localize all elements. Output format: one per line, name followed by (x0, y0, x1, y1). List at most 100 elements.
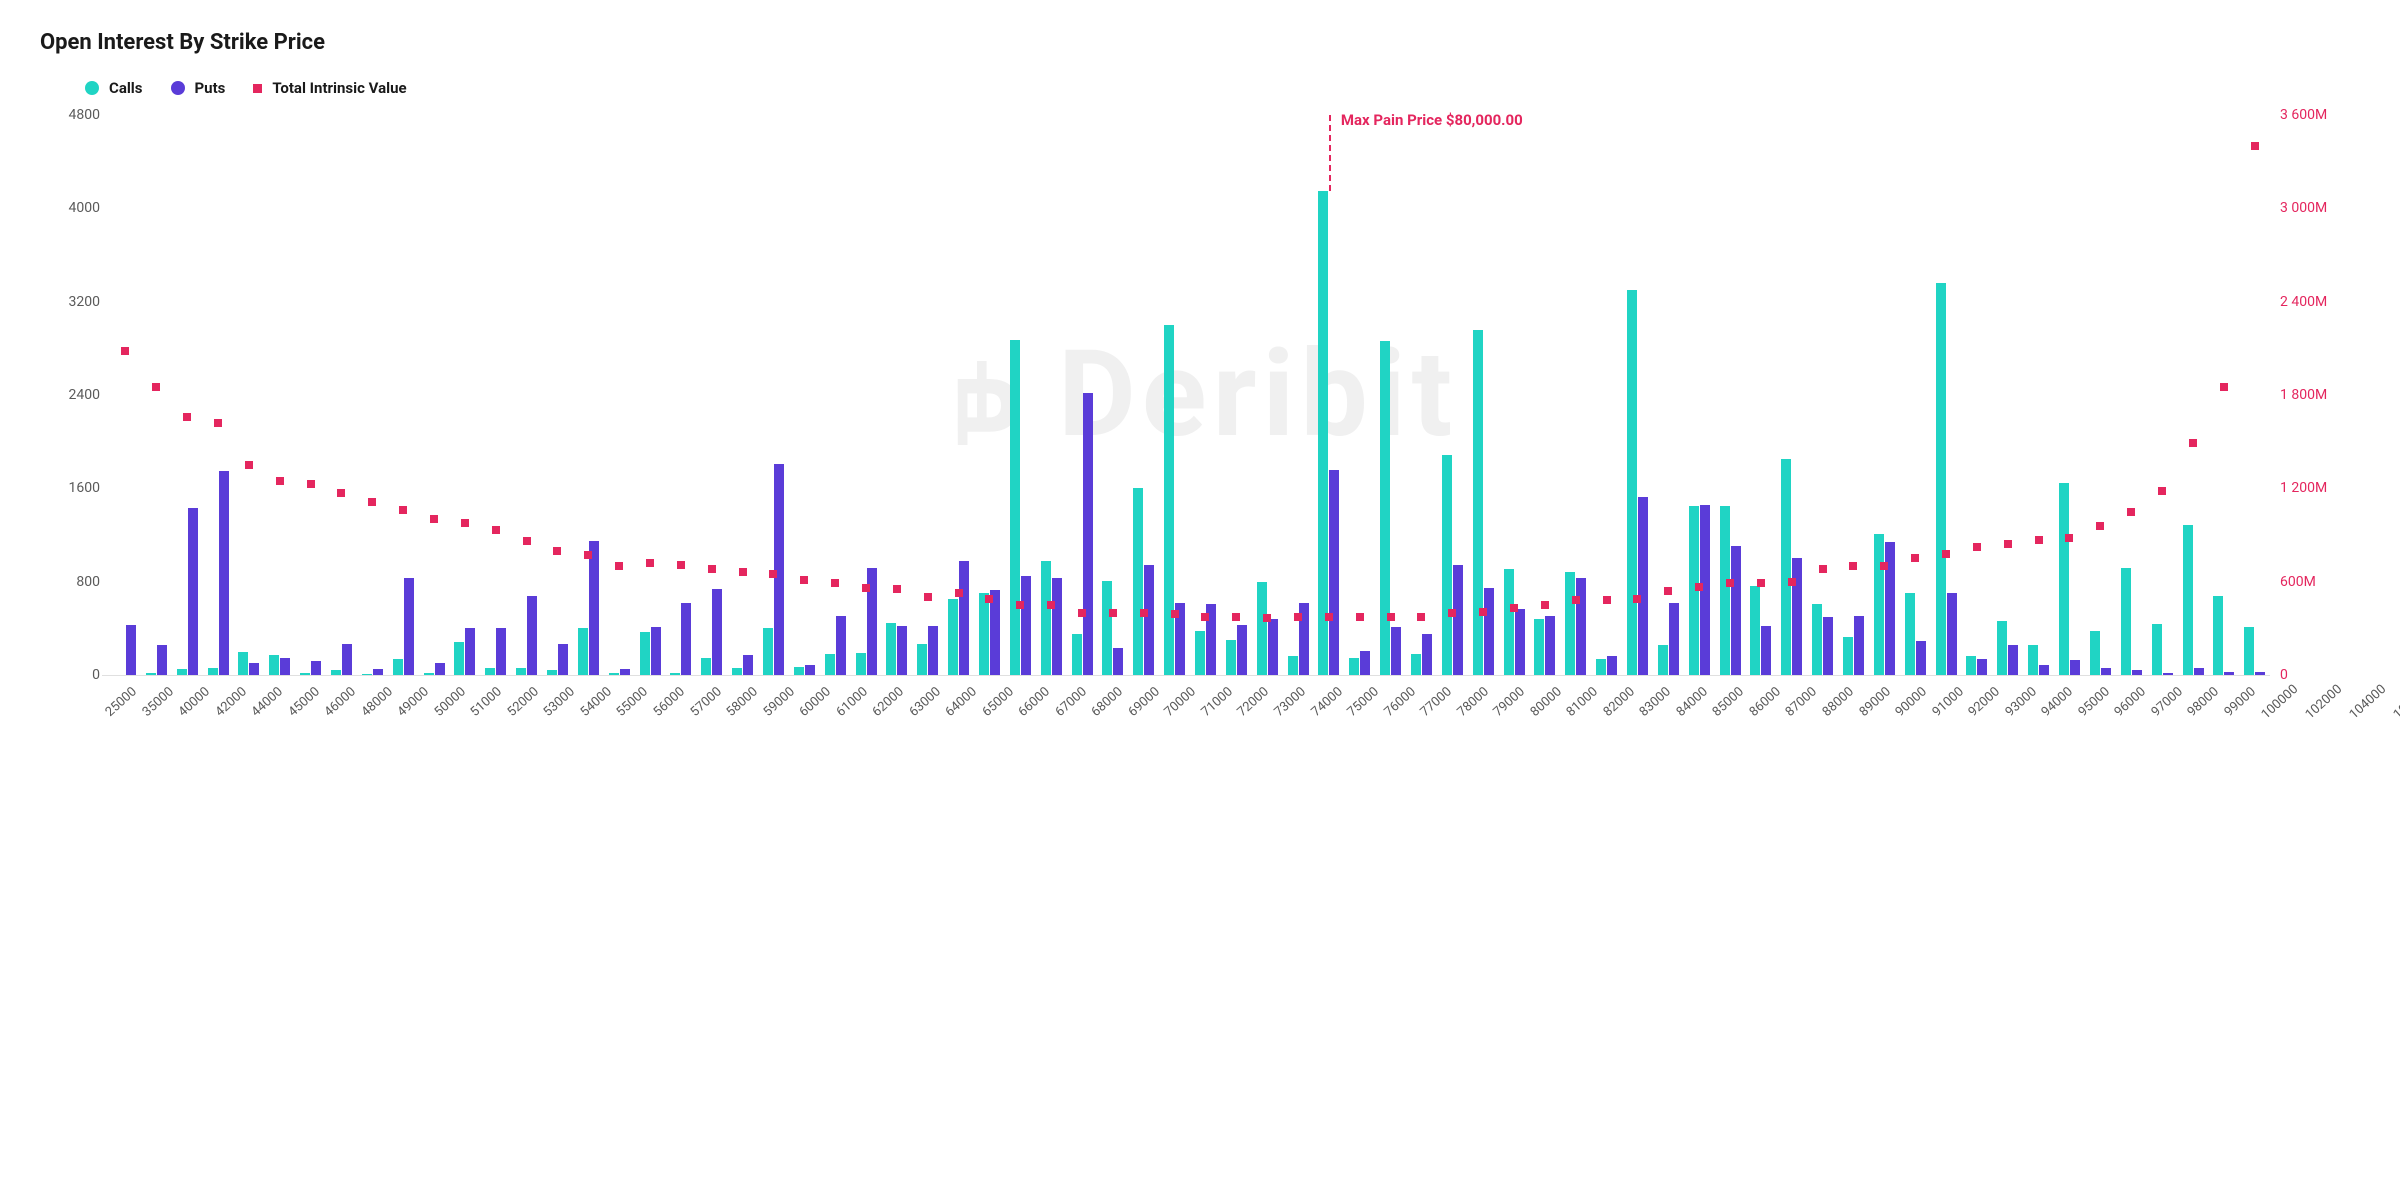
x-tick: 72000 (1235, 684, 1272, 720)
tiv-dot (214, 419, 222, 427)
max-pain-line (1329, 115, 1331, 191)
tiv-dot (307, 480, 315, 488)
x-tick: 87000 (1783, 684, 1820, 720)
x-tick: 61000 (833, 684, 870, 720)
tiv-dot (553, 547, 561, 555)
x-tick: 97000 (2148, 684, 2185, 720)
x-tick: 99000 (2221, 684, 2258, 720)
x-tick: 49000 (395, 684, 432, 720)
chart-title: Open Interest By Strike Price (40, 30, 2360, 55)
x-tick: 86000 (1747, 684, 1784, 720)
x-tick: 92000 (1966, 684, 2003, 720)
tiv-dot (2004, 540, 2012, 548)
legend: Calls Puts Total Intrinsic Value (85, 79, 2360, 97)
legend-item-calls: Calls (85, 79, 143, 97)
tiv-dot (1695, 583, 1703, 591)
gridline (102, 675, 2270, 676)
tiv-dot (739, 568, 747, 576)
tiv-dot (1819, 565, 1827, 573)
x-tick: 35000 (139, 684, 176, 720)
tiv-dot (1541, 601, 1549, 609)
max-pain-label: Max Pain Price $80,000.00 (1341, 111, 1523, 129)
tiv-dot (1973, 543, 1981, 551)
tiv-dot (1232, 613, 1240, 621)
x-tick: 67000 (1052, 684, 1089, 720)
x-tick: 44000 (249, 684, 286, 720)
x-tick: 76000 (1381, 684, 1418, 720)
x-tick: 83000 (1637, 684, 1674, 720)
x-tick: 94000 (2039, 684, 2076, 720)
tiv-dot (955, 589, 963, 597)
x-tick: 52000 (504, 684, 541, 720)
x-tick: 74000 (1308, 684, 1345, 720)
y-axis-left: 080016002400320040004800 (40, 115, 100, 675)
tiv-dot (1603, 596, 1611, 604)
tiv-dot (708, 565, 716, 573)
tiv-dot (2065, 534, 2073, 542)
x-tick: 78000 (1454, 684, 1491, 720)
x-tick: 42000 (212, 684, 249, 720)
x-tick: 82000 (1600, 684, 1637, 720)
x-tick: 100000 (2259, 682, 2302, 722)
tiv-dot (1078, 609, 1086, 617)
tiv-dot (276, 477, 284, 485)
tiv-dot (1572, 596, 1580, 604)
y-right-tick: 3 600M (2280, 107, 2360, 123)
x-tick: 69000 (1126, 684, 1163, 720)
x-tick: 59000 (760, 684, 797, 720)
y-right-tick: 600M (2280, 574, 2360, 590)
tiv-dot (1880, 562, 1888, 570)
y-right-tick: 1 800M (2280, 387, 2360, 403)
tiv-dot (1633, 595, 1641, 603)
x-tick: 58000 (724, 684, 761, 720)
x-tick: 50000 (431, 684, 468, 720)
tiv-dot (615, 562, 623, 570)
x-tick: 73000 (1272, 684, 1309, 720)
x-tick: 84000 (1673, 684, 1710, 720)
tiv-dot (430, 515, 438, 523)
x-tick: 104000 (2347, 682, 2390, 722)
y-right-tick: 3 000M (2280, 200, 2360, 216)
tiv-dot (337, 489, 345, 497)
x-tick: 91000 (1929, 684, 1966, 720)
tiv-dot (2035, 536, 2043, 544)
plot-area: 2500035000400004200044000450004600048000… (110, 115, 2270, 675)
legend-marker-calls (85, 81, 99, 95)
x-axis: 2500035000400004200044000450004600048000… (110, 683, 2270, 698)
x-tick: 46000 (322, 684, 359, 720)
x-tick: 57000 (687, 684, 724, 720)
x-tick: 62000 (870, 684, 907, 720)
x-tick: 96000 (2112, 684, 2149, 720)
tiv-dot (924, 593, 932, 601)
tiv-dot (2158, 487, 2166, 495)
y-left-tick: 4000 (40, 200, 100, 216)
x-tick: 81000 (1564, 684, 1601, 720)
legend-label-calls: Calls (109, 79, 143, 97)
tiv-dot (1047, 601, 1055, 609)
x-tick: 102000 (2303, 682, 2346, 722)
x-tick: 66000 (1016, 684, 1053, 720)
tiv-dot (492, 526, 500, 534)
x-tick: 65000 (979, 684, 1016, 720)
tiv-dot (1325, 613, 1333, 621)
x-tick: 89000 (1856, 684, 1893, 720)
y-left-tick: 800 (40, 574, 100, 590)
tiv-dot (1417, 613, 1425, 621)
x-tick: 80000 (1527, 684, 1564, 720)
legend-item-puts: Puts (171, 79, 226, 97)
legend-marker-puts (171, 81, 185, 95)
tiv-dot (2189, 439, 2197, 447)
y-right-tick: 0 (2280, 667, 2360, 683)
y-left-tick: 4800 (40, 107, 100, 123)
tiv-dot (1757, 579, 1765, 587)
tiv-dot (461, 519, 469, 527)
tiv-dot (769, 570, 777, 578)
x-tick: 53000 (541, 684, 578, 720)
tiv-dot (2220, 383, 2228, 391)
tiv-dot (2127, 508, 2135, 516)
chart-container: Open Interest By Strike Price Calls Puts… (40, 30, 2360, 675)
tiv-dot (1726, 579, 1734, 587)
x-tick: 63000 (906, 684, 943, 720)
x-tick: 70000 (1162, 684, 1199, 720)
tiv-dot (245, 461, 253, 469)
